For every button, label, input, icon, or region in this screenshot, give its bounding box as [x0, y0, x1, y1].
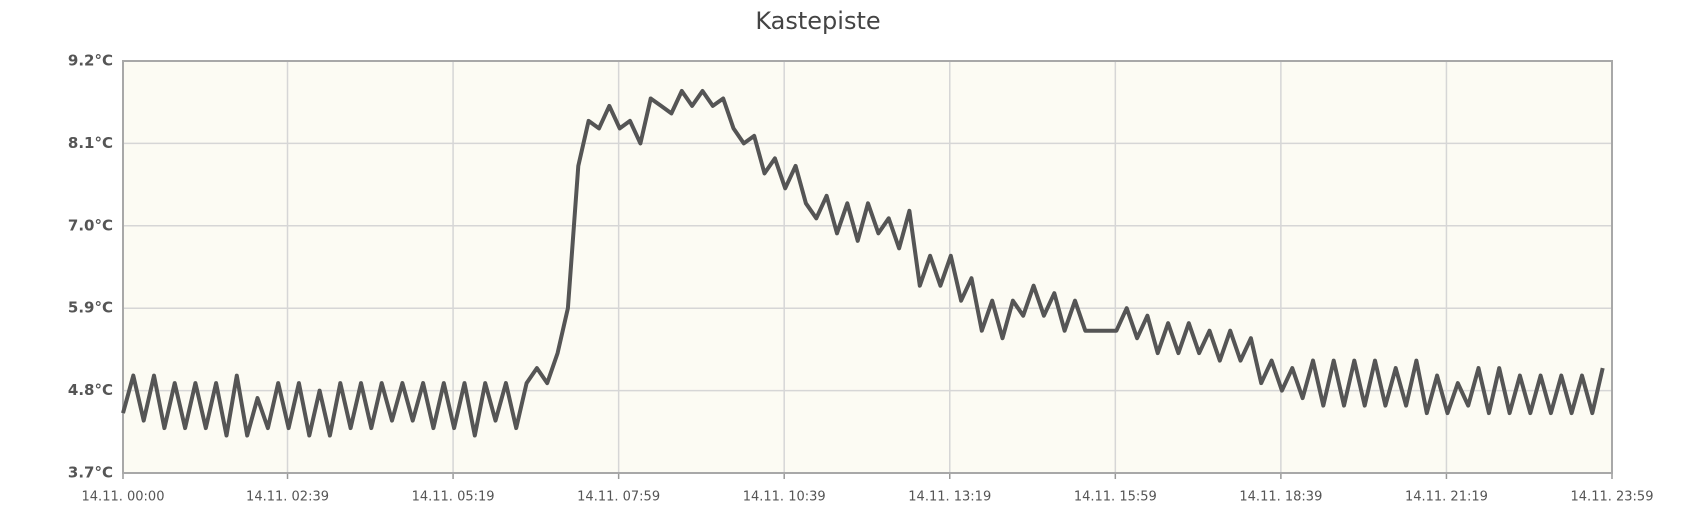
x-tick-label: 14.11. 15:59	[1074, 490, 1157, 505]
data-line	[121, 89, 1605, 438]
chart-title: Kastepiste	[755, 7, 880, 35]
y-tick-label: 9.2°C	[68, 52, 113, 70]
y-tick-label: 4.8°C	[68, 381, 113, 399]
x-tick-label: 14.11. 00:00	[82, 490, 165, 505]
x-tick-label: 14.11. 02:39	[246, 490, 329, 505]
plot-border	[122, 60, 1613, 474]
x-tick-label: 14.11. 23:59	[1571, 490, 1654, 505]
x-tick-label: 14.11. 10:39	[743, 490, 826, 505]
x-tick-label: 14.11. 13:19	[908, 490, 991, 505]
y-tick-label: 8.1°C	[68, 134, 113, 152]
x-tick-label: 14.11. 21:19	[1405, 490, 1488, 505]
x-tick-label: 14.11. 18:39	[1239, 490, 1322, 505]
x-tick-label: 14.11. 07:59	[577, 490, 660, 505]
x-tick-label: 14.11. 05:19	[412, 490, 495, 505]
y-tick-label: 5.9°C	[68, 299, 113, 317]
y-tick-label: 3.7°C	[68, 464, 113, 482]
y-tick-label: 7.0°C	[68, 216, 113, 234]
